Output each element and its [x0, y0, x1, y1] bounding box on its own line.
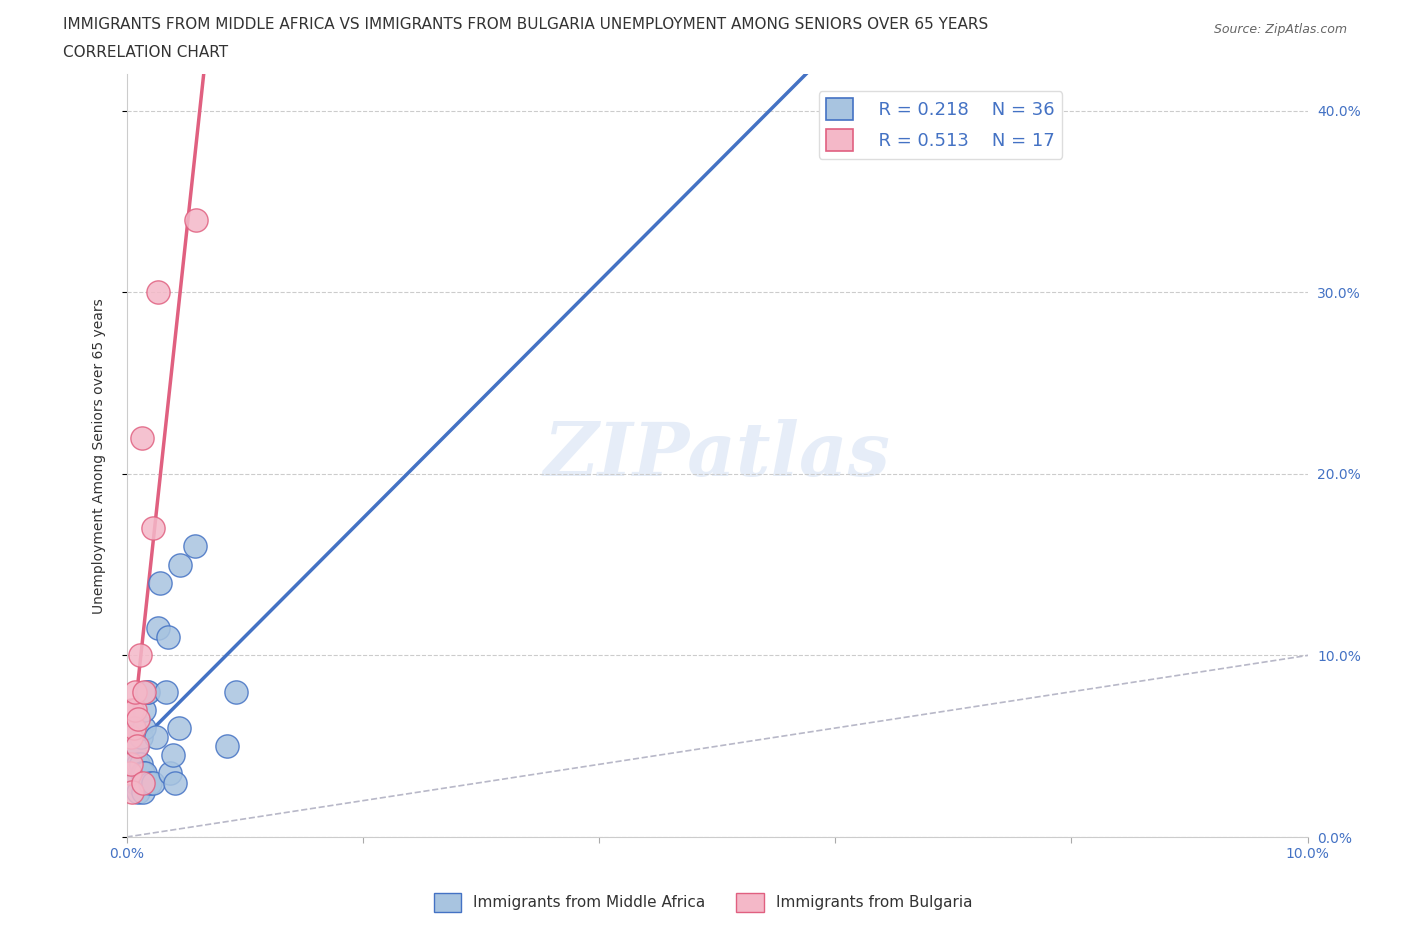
Point [131, 430, 153, 445]
Point [127, 757, 149, 772]
Point [215, 738, 238, 753]
Point [122, 730, 145, 745]
Point [162, 748, 184, 763]
Point [134, 721, 156, 736]
Point [141, 775, 163, 790]
Point [124, 748, 146, 763]
Point [148, 285, 170, 299]
Text: CORRELATION CHART: CORRELATION CHART [63, 45, 228, 60]
Point [127, 784, 149, 799]
Point [122, 738, 145, 753]
Point [134, 766, 156, 781]
Point [167, 721, 190, 736]
Point [129, 757, 152, 772]
Point [155, 684, 177, 699]
Point [131, 766, 153, 781]
Point [134, 702, 156, 717]
Y-axis label: Unemployment Among Seniors over 65 years: Unemployment Among Seniors over 65 years [91, 298, 105, 614]
Point [120, 766, 142, 781]
Point [127, 738, 149, 753]
Point [186, 212, 208, 227]
Point [122, 721, 145, 736]
Point [141, 521, 163, 536]
Point [132, 766, 155, 781]
Point [225, 684, 247, 699]
Point [163, 775, 186, 790]
Point [124, 702, 146, 717]
Point [120, 730, 142, 745]
Point [121, 702, 143, 717]
Point [129, 730, 152, 745]
Point [127, 711, 149, 726]
Point [139, 775, 162, 790]
Point [125, 730, 148, 745]
Point [121, 721, 143, 736]
Point [120, 757, 142, 772]
Point [169, 557, 191, 572]
Point [134, 684, 156, 699]
Point [156, 630, 179, 644]
Point [124, 757, 146, 772]
Point [132, 784, 155, 799]
Point [125, 775, 148, 790]
Point [127, 738, 149, 753]
Point [132, 775, 155, 790]
Point [128, 648, 150, 663]
Text: ZIPatlas: ZIPatlas [544, 419, 890, 492]
Point [149, 576, 172, 591]
Point [135, 684, 157, 699]
Legend:   R = 0.218    N = 36,   R = 0.513    N = 17: R = 0.218 N = 36, R = 0.513 N = 17 [818, 91, 1063, 159]
Point [121, 748, 143, 763]
Point [136, 684, 159, 699]
Point [184, 539, 207, 554]
Point [124, 684, 146, 699]
Point [121, 784, 143, 799]
Point [159, 766, 181, 781]
Point [145, 730, 167, 745]
Text: Source: ZipAtlas.com: Source: ZipAtlas.com [1213, 23, 1347, 36]
Text: IMMIGRANTS FROM MIDDLE AFRICA VS IMMIGRANTS FROM BULGARIA UNEMPLOYMENT AMONG SEN: IMMIGRANTS FROM MIDDLE AFRICA VS IMMIGRA… [63, 17, 988, 32]
Legend: Immigrants from Middle Africa, Immigrants from Bulgaria: Immigrants from Middle Africa, Immigrant… [427, 887, 979, 918]
Point [148, 620, 170, 635]
